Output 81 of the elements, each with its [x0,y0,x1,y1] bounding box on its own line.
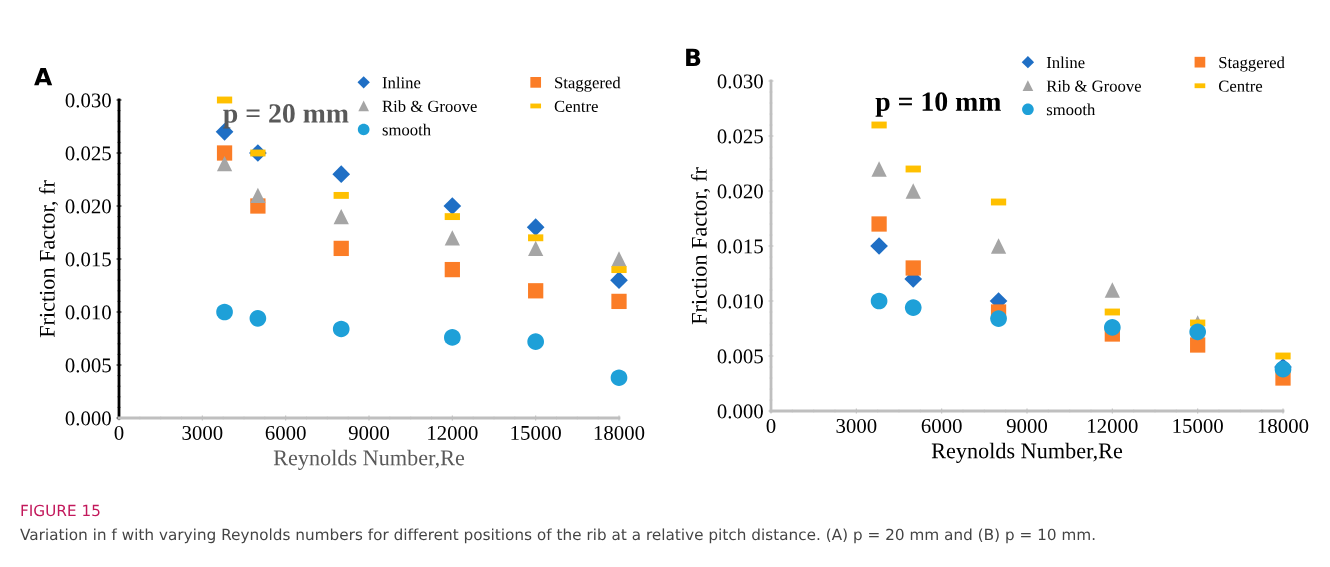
chart-title: B [686,48,701,67]
x-tick-label: 0 [114,425,124,440]
point [870,292,888,310]
legend-label: Rib & Groove [382,100,477,112]
x-tick-label: 3000 [182,425,223,440]
point [871,216,887,232]
point [1189,323,1206,341]
point [216,155,233,172]
y-tick-label: 0.030 [65,93,111,108]
x-axis-title: Reynolds Number,Re [931,442,1123,463]
point [216,145,233,161]
legend-label: Rib & Groove [1046,79,1142,92]
point [1104,282,1120,298]
point [528,240,544,257]
y-tick-label: 0.000 [65,411,111,426]
x-tick-label: 12000 [1088,418,1138,433]
x-tick-label: 12000 [428,425,478,440]
y-tick-label: 0.020 [717,184,763,199]
legend-label: smooth [382,123,431,136]
point [444,230,460,246]
point [444,329,461,346]
annotation: p = 20 mm [223,104,349,129]
legend-label: Inline [1046,56,1085,69]
caption: FIGURE 15 [21,504,100,517]
point [990,238,1007,254]
y-tick-label: 0.010 [717,294,763,309]
x-axis-title: Reynolds Number,Re [273,449,465,470]
legend-label: Staggered [1219,56,1285,72]
y-tick-label: 0.000 [717,404,763,419]
x-tick-label: 3000 [836,418,877,433]
point [990,310,1007,327]
legend-label: Centre [554,100,598,112]
y-tick-label: 0.015 [65,252,111,267]
point [905,260,921,276]
x-tick-label: 6000 [921,418,962,433]
x-tick-label: 6000 [265,425,306,440]
annotation: p = 10 mm [875,92,1001,117]
point [216,303,233,321]
legend-label: Centre [1218,80,1263,92]
x-tick-label: 18000 [594,425,645,440]
point [611,293,627,310]
x-tick-label: 9000 [1006,418,1048,433]
point [904,299,922,316]
point [527,333,544,351]
point [332,165,351,184]
x-tick-label: 15000 [511,425,561,440]
y-tick-label: 0.005 [717,349,763,364]
point [332,320,350,338]
x-tick-label: 18000 [1258,418,1309,433]
point [444,261,460,278]
point [1104,319,1121,336]
y-tick-label: 0.010 [65,305,111,320]
y-axis-title: Friction Factor, fr [690,167,710,325]
y-tick-label: 0.015 [717,239,763,254]
point [249,310,267,327]
x-tick-label: 15000 [1173,418,1223,433]
point [528,283,544,299]
text: Variation in f with varying Reynolds numbers for different positions of the rib at a relative pitch distance. (A) p = 20 mm and (B) p = 10 mm. [20,528,1095,544]
point [610,369,628,387]
y-tick-label: 0.025 [717,129,763,144]
point [871,161,887,177]
legend-label: Inline [382,76,421,89]
point [905,183,921,199]
legend-label: Staggered [555,76,621,92]
point [333,208,349,225]
point [526,218,545,237]
chart-title: A [34,68,53,86]
y-tick-label: 0.025 [65,146,111,161]
y-axis-title: Friction Factor, fr [38,180,58,338]
point [611,251,627,267]
point [443,197,462,215]
y-tick-label: 0.005 [65,358,111,373]
x-tick-label: 0 [766,418,776,433]
point [250,187,266,204]
x-tick-label: 9000 [348,425,390,440]
y-tick-label: 0.020 [65,199,111,214]
point [333,240,349,257]
y-tick-label: 0.030 [717,74,763,89]
legend-label: smooth [1046,103,1096,116]
point [870,237,888,255]
point [610,271,628,290]
